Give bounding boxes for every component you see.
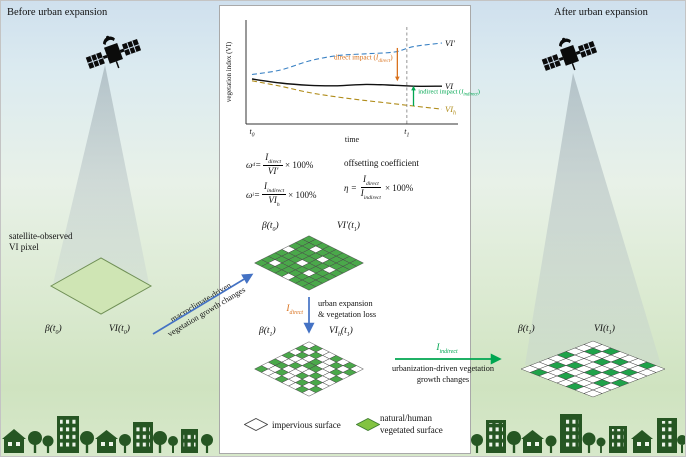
svg-text:VI′: VI′ [445, 38, 455, 48]
svg-text:t1: t1 [404, 127, 409, 138]
urbanization-label: urbanization-driven vegetation growth ch… [391, 364, 495, 384]
before-label: Before urban expansion [7, 7, 108, 18]
svg-text:direct impact (Idirect): direct impact (Idirect) [334, 54, 393, 64]
i-indirect-label: Iindirect [436, 343, 458, 355]
i-direct-label: Idirect [286, 304, 303, 316]
svg-text:VIh: VIh [445, 104, 456, 117]
vegetated-swatch-icon [356, 418, 380, 431]
satellite-beam-right [525, 73, 661, 365]
satellite-pixel-label: satellite-observed VI pixel [9, 231, 73, 252]
beta-t0-label: β(t0) [45, 324, 62, 336]
eta-formula: η = Idirect Iindirect × 100% [344, 174, 414, 202]
svg-text:indirect impact (Iindirect): indirect impact (Iindirect) [418, 88, 480, 97]
svg-text:t0: t0 [249, 127, 254, 138]
svg-text:vegetation index (VI): vegetation index (VI) [225, 41, 233, 102]
after-label: After urban expansion [554, 7, 648, 18]
vi-h-t1-label: VIh(t1) [329, 326, 353, 338]
impervious-legend-label: impervious surface [272, 420, 341, 430]
vi-t0-label: VI(t0) [109, 324, 130, 336]
city-skyline-left [2, 416, 213, 453]
svg-text:VI: VI [445, 81, 454, 91]
satellite-icon-left [85, 35, 142, 69]
offsetting-coefficient-label: offsetting coefficient [344, 158, 419, 168]
vi-t1-label: VI(t1) [594, 324, 615, 336]
impervious-swatch-icon [244, 418, 268, 431]
urban-expansion-label: urban expansion & vegetation loss [318, 299, 377, 319]
vi-prime-t1-label: VI′(t1) [337, 221, 360, 233]
svg-text:time: time [345, 135, 360, 144]
satellite-vi-pixel [49, 257, 153, 315]
beta-t0-topgrid-label: β(t0) [262, 221, 279, 233]
beta-t1-bottomgrid-label: β(t1) [259, 326, 276, 338]
beta-t1-right-label: β(t1) [518, 324, 535, 336]
city-skyline-right [471, 414, 685, 453]
pixel-grid-right [520, 340, 666, 398]
satellite-icon-right [541, 37, 598, 71]
vegetated-legend-label: natural/human vegetated surface [380, 413, 443, 435]
vi-chart: VI′ VI VIh direct impact (Idirect) indirect … [225, 20, 480, 144]
